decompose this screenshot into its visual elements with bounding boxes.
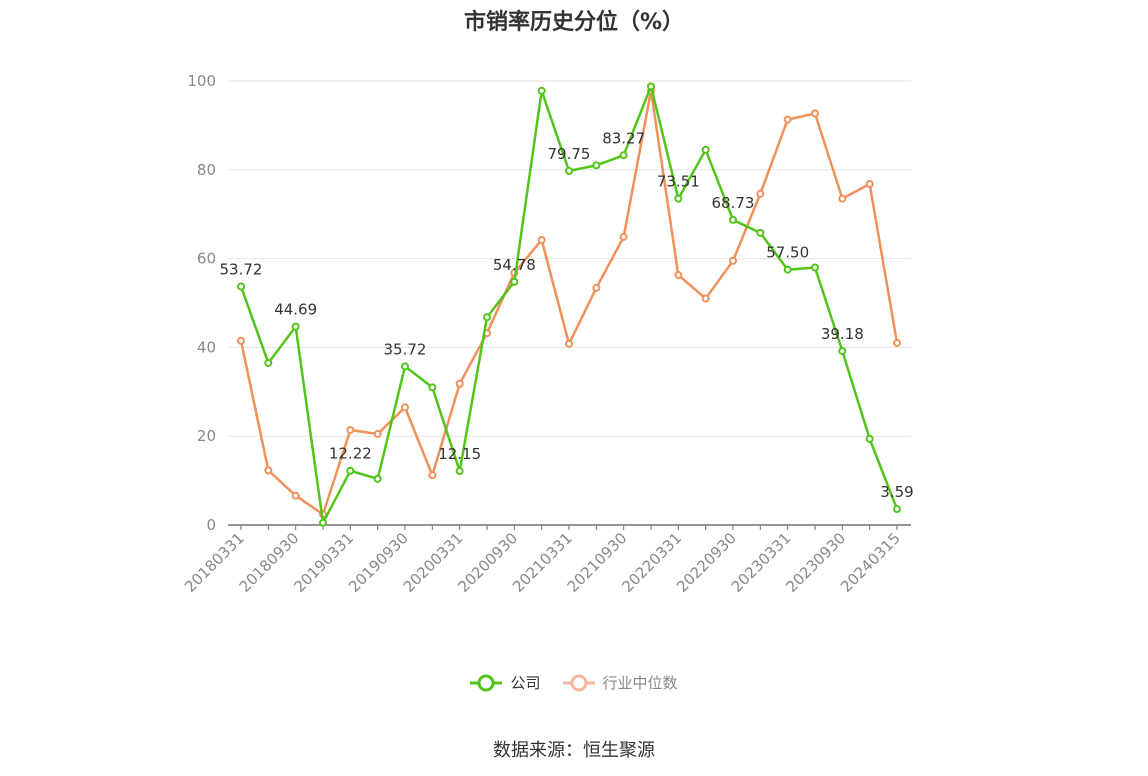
data-point-industry-median xyxy=(237,336,245,345)
data-point-industry-median xyxy=(865,180,874,189)
data-point-company xyxy=(756,228,765,237)
legend-company-marker-icon xyxy=(470,674,503,691)
data-label-company: 57.50 xyxy=(766,244,809,262)
data-point-company xyxy=(237,282,245,291)
data-label-company: 68.73 xyxy=(712,194,755,212)
data-label-company: 73.51 xyxy=(657,173,700,191)
series xyxy=(237,82,901,527)
data-point-company xyxy=(291,322,300,331)
data-point-industry-median xyxy=(565,339,573,348)
data-source: 数据来源：恒生聚源 xyxy=(493,740,655,761)
legend-industry-circle xyxy=(570,674,587,691)
y-tick-label: 60 xyxy=(197,250,216,268)
data-point-company xyxy=(592,161,601,170)
data-label-company: 53.72 xyxy=(220,260,263,278)
data-point-company xyxy=(319,518,327,527)
data-point-company xyxy=(729,215,737,224)
data-point-industry-median xyxy=(291,491,300,500)
data-label-company: 54.78 xyxy=(493,256,536,274)
data-point-industry-median xyxy=(592,283,601,292)
legend: 公司 行业中位数 xyxy=(0,672,1148,693)
y-tick-label: 20 xyxy=(197,427,216,445)
data-point-company xyxy=(701,145,710,154)
data-point-company xyxy=(483,313,491,322)
data-point-industry-median xyxy=(756,189,765,198)
data-point-industry-median xyxy=(674,271,683,280)
data-label-company: 39.18 xyxy=(821,325,864,343)
data-point-industry-median xyxy=(783,115,792,124)
data-label-company: 12.22 xyxy=(329,445,372,463)
data-point-company xyxy=(647,82,655,91)
data-point-industry-median xyxy=(838,194,847,203)
data-point-industry-median xyxy=(401,403,409,412)
data-point-industry-median xyxy=(428,471,437,480)
data-point-company xyxy=(838,347,847,356)
data-point-company xyxy=(865,434,874,443)
data-point-company xyxy=(783,265,792,274)
data-point-industry-median xyxy=(619,232,628,241)
y-tick-label: 100 xyxy=(187,72,216,90)
y-tick-label: 40 xyxy=(197,338,216,356)
data-point-company xyxy=(346,466,355,475)
data-point-industry-median xyxy=(373,429,382,438)
data-point-company xyxy=(455,467,464,476)
data-label-company: 35.72 xyxy=(384,340,427,358)
data-point-company xyxy=(811,263,819,272)
data-point-industry-median xyxy=(701,294,710,303)
data-point-company xyxy=(565,166,573,175)
data-point-company xyxy=(674,194,683,203)
data-label-company: 12.15 xyxy=(438,445,481,463)
x-tick-label: 20240315 xyxy=(837,529,904,596)
legend-company-circle xyxy=(477,674,495,691)
data-label-company: 79.75 xyxy=(548,145,591,163)
data-point-industry-median xyxy=(455,379,464,388)
data-point-industry-median xyxy=(537,235,546,244)
data-point-company xyxy=(401,362,409,371)
data-point-industry-median xyxy=(811,109,819,118)
data-point-company xyxy=(893,505,901,514)
data-point-company xyxy=(428,383,437,392)
chart-title: 市销率历史分位（%） xyxy=(463,10,685,35)
legend-item-industry-median[interactable]: 行业中位数 xyxy=(562,672,678,693)
data-point-company xyxy=(537,86,546,95)
data-point-company xyxy=(373,474,382,483)
data-point-company xyxy=(510,277,519,286)
legend-label-company: 公司 xyxy=(510,674,541,692)
data-labels: 53.72 44.69 12.22 35.72 12.15 54.78 79.75 83.27… xyxy=(220,129,914,501)
data-label-company: 44.69 xyxy=(274,301,317,319)
data-label-company: 83.27 xyxy=(602,129,645,147)
data-point-industry-median xyxy=(893,338,901,347)
data-point-industry-median xyxy=(264,466,273,475)
y-tick-label: 80 xyxy=(197,161,216,179)
y-tick-label: 0 xyxy=(206,516,216,534)
data-point-industry-median xyxy=(346,425,355,434)
data-point-industry-median xyxy=(729,256,737,265)
data-point-company xyxy=(619,151,628,160)
data-label-company: 3.59 xyxy=(880,483,913,501)
legend-industry-marker-icon xyxy=(562,674,595,691)
legend-label-industry-median: 行业中位数 xyxy=(602,674,678,692)
data-point-company xyxy=(264,358,273,367)
legend-item-company[interactable]: 公司 xyxy=(470,672,541,693)
